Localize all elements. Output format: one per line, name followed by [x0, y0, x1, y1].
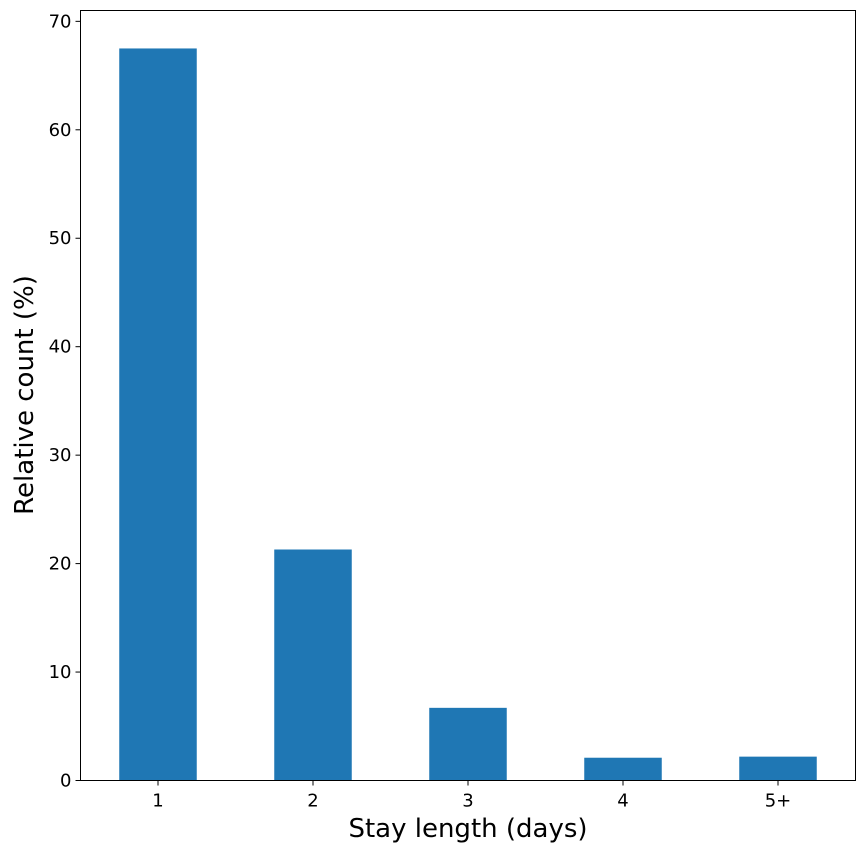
y-tick-label: 70	[49, 11, 72, 32]
y-axis-label: Relative count (%)	[10, 275, 40, 515]
y-tick-label: 50	[49, 228, 72, 249]
x-axis-label: Stay length (days)	[348, 814, 587, 844]
bar-5+	[739, 756, 817, 781]
bar-4	[584, 757, 662, 781]
bars-group	[119, 48, 817, 781]
x-axis-ticks: 1 2 3 4 5+	[152, 780, 792, 812]
bar-1	[119, 48, 197, 781]
y-tick-label: 0	[60, 771, 71, 792]
bar-3	[429, 707, 507, 781]
y-tick-label: 10	[49, 662, 72, 683]
y-tick-label: 30	[49, 445, 72, 466]
x-tick-label: 4	[617, 791, 628, 812]
y-tick-label: 60	[49, 120, 72, 141]
x-tick-label: 1	[152, 791, 163, 812]
x-tick-label: 5+	[765, 791, 792, 812]
bar-2	[274, 549, 352, 781]
y-tick-label: 40	[49, 337, 72, 358]
x-tick-label: 3	[462, 791, 473, 812]
y-axis-ticks: 0 10 20 30 40 50 60 70	[49, 11, 81, 792]
x-tick-label: 2	[307, 791, 318, 812]
plot-frame	[80, 10, 856, 781]
y-tick-label: 20	[49, 554, 72, 575]
